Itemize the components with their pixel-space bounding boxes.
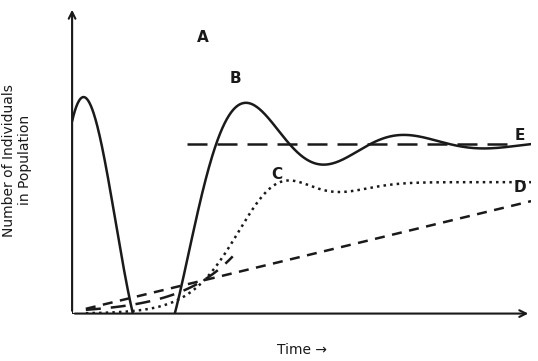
Text: D: D [513,180,526,195]
Text: A: A [197,30,209,45]
Text: E: E [514,128,525,143]
Text: C: C [271,167,282,182]
Y-axis label: Number of Individuals
in Population: Number of Individuals in Population [2,84,32,237]
Text: B: B [229,71,241,86]
Text: Time →: Time → [277,343,327,357]
